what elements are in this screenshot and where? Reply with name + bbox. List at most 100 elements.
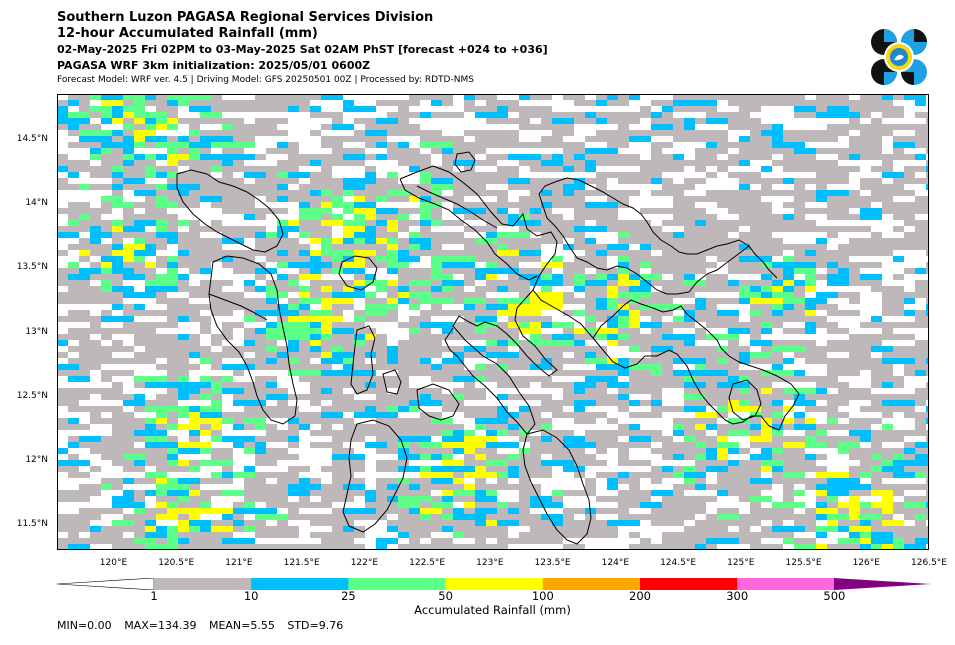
rain-cell <box>420 232 453 238</box>
rain-cell <box>222 490 255 496</box>
rain-cell <box>211 178 222 184</box>
rain-cell <box>673 490 684 496</box>
rain-cell <box>871 346 904 352</box>
rain-cell <box>816 526 838 532</box>
rain-cell <box>530 220 541 226</box>
rain-cell <box>178 94 211 100</box>
rain-cell <box>772 286 783 292</box>
rain-cell <box>244 484 277 490</box>
rain-cell <box>475 148 486 154</box>
rain-cell <box>893 106 904 112</box>
rain-cell <box>497 142 530 148</box>
rain-cell <box>706 142 717 148</box>
rain-cell <box>838 442 860 448</box>
rain-cell <box>233 124 244 130</box>
rain-cell <box>486 490 497 496</box>
rain-cell <box>145 286 178 292</box>
rain-cell <box>585 286 607 292</box>
rain-cell <box>585 352 596 358</box>
rain-cell <box>827 310 860 316</box>
rainfall-colorbar <box>57 578 931 590</box>
map-subtitle: 12-hour Accumulated Rainfall (mm) <box>57 26 318 41</box>
rain-cell <box>123 94 156 100</box>
rain-cell <box>607 220 618 226</box>
rain-cell <box>156 196 167 202</box>
rain-cell <box>915 238 929 244</box>
rain-cell <box>343 262 376 268</box>
rain-cell <box>233 154 255 160</box>
rain-cell <box>321 442 332 448</box>
lon-label: 121.5°E <box>283 558 320 568</box>
rain-cell <box>277 502 299 508</box>
rain-cell <box>519 202 541 208</box>
rain-cell <box>189 100 200 106</box>
rain-cell <box>299 160 310 166</box>
rain-cell <box>178 256 211 262</box>
rain-cell <box>838 112 860 118</box>
rain-cell <box>761 256 772 262</box>
rain-cell <box>926 352 929 358</box>
rain-cell <box>222 202 255 208</box>
rain-cell <box>673 190 684 196</box>
rain-cell <box>57 280 79 286</box>
rain-cell <box>79 136 112 142</box>
rain-cell <box>673 292 684 298</box>
rain-cell <box>871 232 882 238</box>
rain-cell <box>585 304 596 310</box>
rain-cell <box>706 232 728 238</box>
rain-cell <box>651 436 673 442</box>
rain-cell <box>541 424 552 430</box>
rain-cell <box>750 430 761 436</box>
rain-cell <box>123 412 134 418</box>
rain-cell <box>563 292 574 298</box>
rain-cell <box>915 442 929 448</box>
rain-cell <box>167 298 189 304</box>
rain-cell <box>794 490 805 496</box>
rain-cell <box>420 532 431 538</box>
rain-cell <box>409 490 420 496</box>
rain-cell <box>211 280 233 286</box>
rain-cell <box>673 100 695 106</box>
rain-cell <box>684 268 706 274</box>
rain-cell <box>915 358 929 364</box>
rain-cell <box>717 382 750 388</box>
rain-cell <box>860 136 871 142</box>
lon-label: 120°E <box>99 558 128 568</box>
rain-cell <box>420 172 431 178</box>
lat-label: 12°N <box>25 455 48 466</box>
rain-cell <box>607 226 640 232</box>
rain-cell <box>849 118 860 124</box>
rain-cell <box>739 112 750 118</box>
rain-cell <box>112 268 145 274</box>
rain-cell <box>453 532 464 538</box>
rain-cell <box>860 196 871 202</box>
lat-label: 13.5°N <box>16 262 48 273</box>
rain-cell <box>915 280 929 286</box>
rain-cell <box>200 532 211 538</box>
rain-cell <box>596 388 607 394</box>
rain-cell <box>167 262 178 268</box>
rain-cell <box>871 478 882 484</box>
rain-cell <box>926 244 929 250</box>
rain-cell <box>57 226 68 232</box>
rain-cell <box>475 106 508 112</box>
rain-cell <box>156 406 189 412</box>
rain-cell <box>860 148 882 154</box>
rain-cell <box>266 328 299 334</box>
rain-cell <box>915 400 926 406</box>
rain-cell <box>882 304 904 310</box>
rain-cell <box>827 214 860 220</box>
rain-cell <box>398 514 431 520</box>
rain-cell <box>882 334 915 340</box>
rain-cell <box>112 544 145 550</box>
rain-cell <box>486 364 497 370</box>
rain-cell <box>112 454 123 460</box>
rain-cell <box>68 472 90 478</box>
rain-cell <box>640 106 651 112</box>
rain-cell <box>706 130 728 136</box>
rain-cell <box>68 544 90 550</box>
rain-cell <box>750 334 761 340</box>
rain-cell <box>200 430 211 436</box>
rain-cell <box>244 448 255 454</box>
rain-cell <box>134 310 156 316</box>
